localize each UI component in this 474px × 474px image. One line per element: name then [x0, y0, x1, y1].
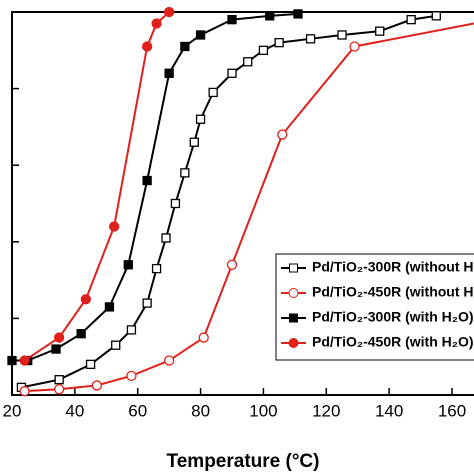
marker [195, 114, 206, 124]
marker [349, 41, 360, 52]
legend-label: Pd/TiO₂-450R (with H₂O) [312, 334, 474, 350]
marker [123, 260, 133, 270]
legend-label: Pd/TiO₂-450R (without H₂O) [312, 284, 474, 300]
marker [180, 168, 190, 178]
marker [375, 26, 385, 36]
marker [277, 129, 288, 140]
x-axis-label: Temperature (°C) [167, 451, 320, 472]
marker [227, 15, 237, 25]
marker [170, 198, 181, 209]
marker [51, 344, 61, 354]
marker [305, 34, 316, 44]
series-line [24, 11, 170, 362]
legend-marker [289, 313, 298, 323]
marker [337, 30, 347, 40]
marker [80, 294, 92, 305]
marker [163, 6, 175, 18]
marker [198, 332, 209, 343]
marker [111, 340, 121, 350]
series-line [24, 22, 474, 393]
marker [53, 384, 65, 395]
marker [274, 37, 284, 48]
legend-box [275, 253, 474, 361]
marker [293, 9, 303, 19]
legend-label: Pd/TiO₂-300R (without H₂O) [312, 259, 474, 275]
marker [226, 259, 238, 270]
x-tick-label: 140 [375, 401, 403, 420]
marker [126, 325, 137, 335]
marker [161, 233, 171, 243]
marker [141, 41, 153, 52]
marker [126, 370, 137, 382]
marker [195, 30, 206, 40]
marker [76, 329, 86, 339]
marker [164, 68, 174, 78]
series-line [21, 14, 437, 389]
marker [108, 221, 120, 232]
marker [163, 355, 175, 366]
x-tick-label: 120 [312, 401, 340, 420]
marker [258, 45, 269, 55]
marker [53, 332, 65, 343]
legend-label: Pd/TiO₂-300R (with H₂O) [312, 309, 474, 325]
marker [180, 41, 190, 52]
marker [265, 11, 275, 21]
x-tick-label: 60 [128, 401, 147, 420]
marker [7, 355, 17, 366]
x-tick-label: 40 [65, 401, 84, 420]
marker [142, 298, 152, 308]
plot-frame [11, 11, 474, 396]
marker [104, 302, 115, 312]
marker [54, 375, 64, 385]
legend-marker [288, 288, 299, 298]
marker [19, 355, 30, 366]
legend-marker [288, 338, 299, 348]
x-tick-label: 100 [249, 401, 277, 420]
x-tick-label: 160 [438, 401, 466, 420]
marker [189, 137, 199, 147]
marker [151, 18, 162, 29]
x-tick-label: 80 [191, 401, 210, 420]
marker [151, 263, 162, 274]
marker [243, 57, 253, 67]
marker [227, 68, 237, 78]
legend-marker [289, 263, 298, 273]
marker [19, 386, 30, 397]
x-tick-label: 20 [3, 401, 22, 420]
marker [208, 87, 218, 98]
marker [142, 175, 152, 186]
marker [431, 11, 441, 21]
marker [91, 380, 103, 391]
series-line [12, 12, 299, 362]
marker [406, 15, 416, 25]
marker [85, 359, 96, 370]
